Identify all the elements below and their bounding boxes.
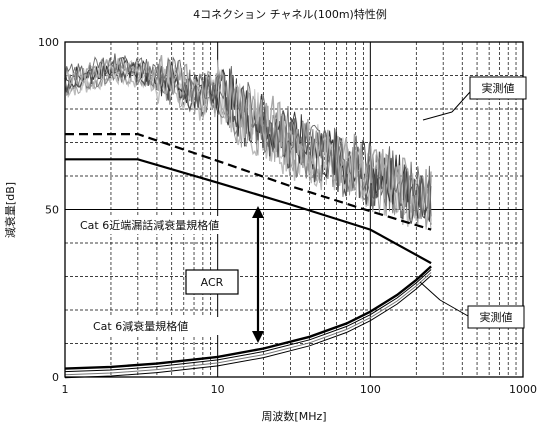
measured-attenuation-line	[64, 272, 432, 376]
measured-upper-leader-2	[422, 111, 453, 121]
measured-lower-leader-2	[419, 281, 441, 301]
tick-labels: 1 10 100 1000 0 50 100	[38, 36, 537, 396]
x-tick-label: 10	[211, 383, 225, 396]
atten-spec-label-bg	[88, 317, 228, 335]
measured-upper-leader	[451, 91, 471, 113]
y-tick-label: 50	[45, 204, 59, 217]
acr-label: ACR	[201, 276, 224, 289]
series-layer	[64, 53, 432, 379]
measured-noisy-line	[64, 53, 432, 220]
measured-lower-leader	[439, 299, 469, 317]
acr-arrow-head-bottom	[252, 331, 264, 343]
next-spec-label-bg	[75, 216, 253, 234]
x-axis-label: 周波数[MHz]	[261, 410, 326, 423]
y-tick-label: 100	[38, 36, 59, 49]
plot-frame	[64, 41, 524, 378]
y-tick-label: 0	[52, 371, 59, 384]
measured-upper-label: 実測値	[482, 81, 515, 95]
attenuation-spec-line	[64, 265, 432, 370]
x-tick-label: 100	[360, 383, 381, 396]
measured-upper-box	[469, 76, 527, 100]
measured-lower-label: 実測値	[480, 310, 513, 324]
next-spec-line	[65, 158, 432, 265]
chart-title: 4コネクション チャネル(100m)特性例	[193, 7, 387, 21]
measured-lower-box	[467, 305, 525, 329]
y-axis-label: 減衰量[dB]	[3, 182, 17, 238]
dashed-spec-line	[65, 133, 432, 231]
acr-arrow-head-top	[252, 206, 264, 218]
measured-attenuation-line	[64, 269, 432, 373]
acr-box	[185, 269, 239, 295]
x-tick-label: 1	[62, 383, 69, 396]
annotations: 実測値 実測値 Cat 6近端漏話減衰量規格値 Cat 6減衰量規格値 ACR	[75, 76, 527, 343]
x-tick-label: 1000	[509, 383, 537, 396]
atten-spec-label: Cat 6減衰量規格値	[93, 319, 188, 333]
next-spec-label: Cat 6近端漏話減衰量規格値	[80, 218, 219, 232]
measured-attenuation-line	[64, 275, 432, 379]
